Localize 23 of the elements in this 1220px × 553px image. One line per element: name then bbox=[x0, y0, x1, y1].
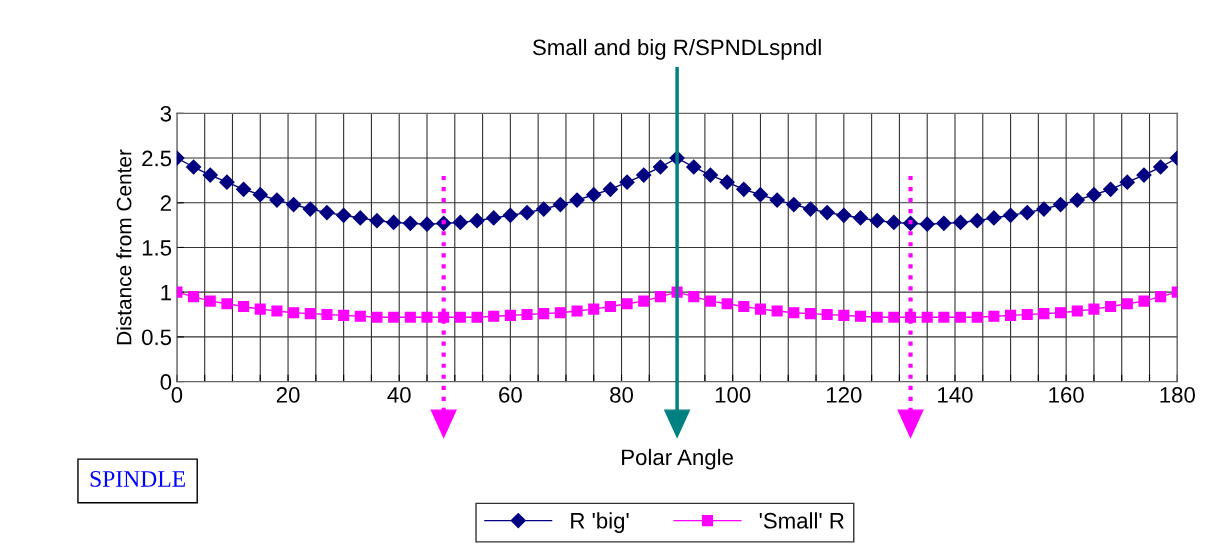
x-tick-label: 40 bbox=[387, 387, 411, 403]
x-tick-label: 60 bbox=[499, 387, 522, 403]
legend-label: R 'big' bbox=[571, 512, 629, 533]
y-tick-label: 0 bbox=[160, 374, 172, 390]
x-tick-label: 180 bbox=[1160, 387, 1195, 403]
chart-title: Small and big R/SPNDLspndl bbox=[532, 38, 821, 60]
y-tick-label: 1.5 bbox=[142, 240, 172, 256]
x-tick-label: 20 bbox=[276, 387, 300, 403]
x-tick-label: 100 bbox=[715, 387, 751, 403]
x-tick-label: 160 bbox=[1049, 387, 1084, 403]
y-tick-label: 3 bbox=[160, 105, 172, 122]
x-tick-label: 140 bbox=[938, 387, 973, 403]
y-tick-label: 0.5 bbox=[142, 329, 172, 346]
y-tick-label: 2.5 bbox=[142, 150, 172, 167]
x-tick-label: 120 bbox=[826, 387, 862, 403]
x-axis-title: Polar Angle bbox=[622, 448, 733, 470]
x-tick-label: 0 bbox=[171, 387, 183, 403]
x-tick-label: 80 bbox=[610, 387, 634, 403]
y-tick-label: 1 bbox=[161, 284, 171, 301]
y-tick-label: 2 bbox=[160, 195, 171, 211]
y-axis-title: Distance from Center bbox=[116, 149, 132, 345]
legend-label: 'Small' R bbox=[759, 512, 844, 529]
text: SPINDLE bbox=[90, 471, 185, 487]
